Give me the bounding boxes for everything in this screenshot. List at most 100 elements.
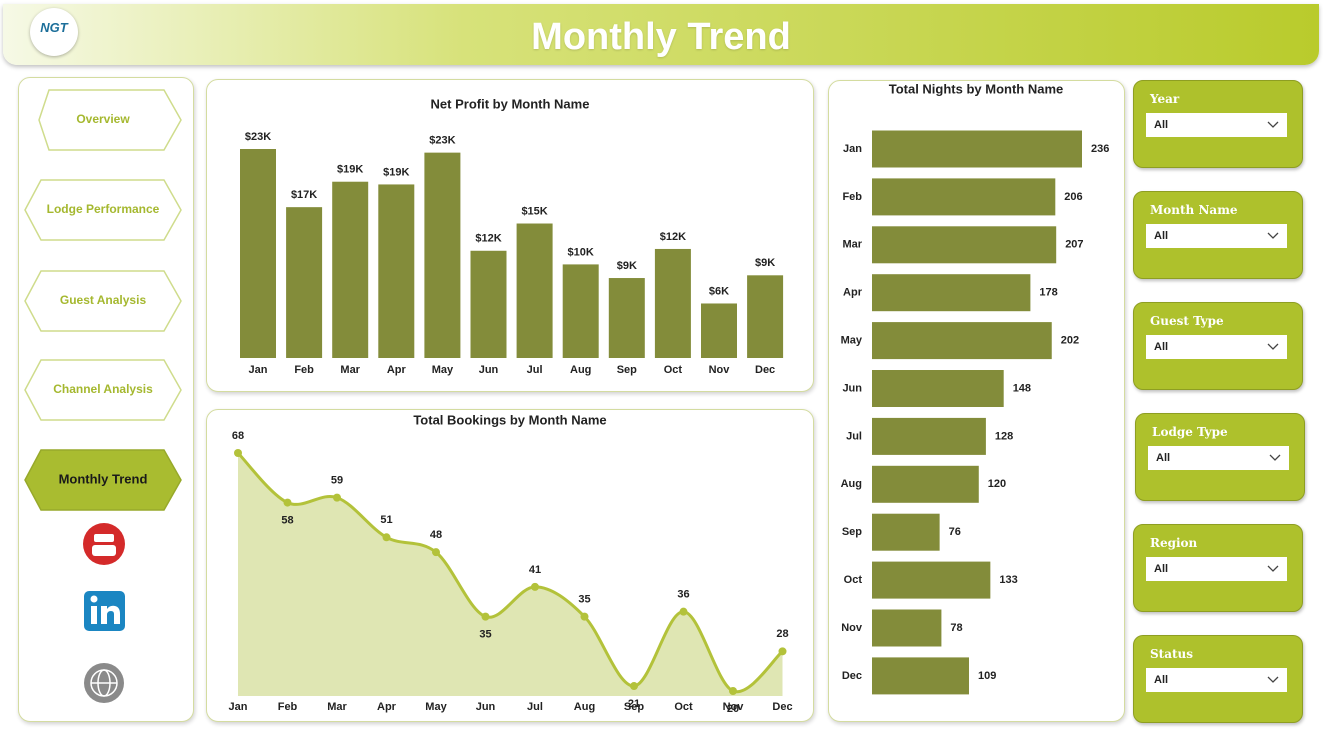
dropdown-value[interactable]: All xyxy=(1154,119,1169,131)
value-label: 28 xyxy=(776,628,788,640)
nav-item[interactable]: Guest Analysis xyxy=(24,270,182,332)
point xyxy=(481,612,490,621)
dropdown-value[interactable]: All xyxy=(1154,563,1169,575)
x-tick-label: Sep xyxy=(617,364,637,376)
nav-label[interactable]: Overview xyxy=(76,112,130,126)
chevron-line[interactable] xyxy=(1267,565,1279,572)
dropdown[interactable]: All xyxy=(1146,668,1287,692)
chevron-line[interactable] xyxy=(1267,676,1279,683)
value-label: $23K xyxy=(245,131,271,143)
chevron[interactable] xyxy=(1269,454,1281,462)
dropdown[interactable]: All xyxy=(1146,224,1287,248)
chart-title: Total Bookings by Month Name xyxy=(413,412,606,427)
bar xyxy=(872,130,1082,168)
filter[interactable]: Year All xyxy=(1133,80,1303,168)
dropdown-value[interactable]: All xyxy=(1154,230,1169,242)
value-label: $12K xyxy=(660,231,686,243)
nav: Overview Lodge Performance Guest Analysi… xyxy=(24,89,182,703)
chevron[interactable] xyxy=(1267,121,1279,129)
chart-panel: Total Nights by Month Name 236 Jan 206 Feb 2… xyxy=(828,80,1125,722)
icon-shape[interactable] xyxy=(92,545,116,556)
value-label: 78 xyxy=(950,622,962,634)
web-icon[interactable] xyxy=(84,663,124,703)
value-label: 128 xyxy=(995,430,1013,442)
dropdown-value[interactable]: All xyxy=(1156,452,1171,464)
dropdown[interactable]: All xyxy=(1148,446,1289,470)
point xyxy=(432,548,440,557)
value-label: 36 xyxy=(677,589,689,601)
icon-shape[interactable] xyxy=(94,534,114,542)
chart: Total Bookings by Month Name 68 Jan 58 Feb 5… xyxy=(229,412,793,714)
point xyxy=(531,582,539,591)
value-label: $17K xyxy=(291,189,317,201)
value-label: 148 xyxy=(1013,382,1031,394)
point xyxy=(333,493,341,502)
area xyxy=(238,453,783,696)
icon-bg[interactable] xyxy=(83,523,125,565)
chart-title: Net Profit by Month Name xyxy=(431,96,590,111)
bar xyxy=(286,207,323,358)
filter-label: Region xyxy=(1150,536,1198,550)
dropdown-value[interactable]: All xyxy=(1154,341,1169,353)
chevron-line[interactable] xyxy=(1267,232,1279,239)
nav-item-active[interactable]: Monthly Trend xyxy=(24,449,182,511)
linkedin-icon[interactable] xyxy=(84,591,125,631)
nav-shape[interactable] xyxy=(24,449,182,511)
nav-label[interactable]: Monthly Trend xyxy=(59,471,148,486)
x-tick-label: Oct xyxy=(664,364,683,376)
point xyxy=(283,498,292,507)
point xyxy=(580,612,589,621)
icon-shape[interactable] xyxy=(90,595,98,603)
dropdown[interactable]: All xyxy=(1146,335,1287,359)
bar xyxy=(470,250,507,358)
dropdown[interactable]: All xyxy=(1146,113,1287,137)
icon-shape[interactable] xyxy=(101,605,120,624)
value-label: 109 xyxy=(978,670,996,682)
value-label: $15K xyxy=(521,205,547,217)
nav-shape[interactable] xyxy=(24,359,182,421)
nav-shape[interactable] xyxy=(38,89,182,151)
icon-shape[interactable] xyxy=(91,606,97,624)
nav-label[interactable]: Channel Analysis xyxy=(53,382,153,396)
filter-label: Year xyxy=(1150,92,1180,106)
chevron-line[interactable] xyxy=(1269,454,1281,461)
chevron-line[interactable] xyxy=(1267,121,1279,128)
filter[interactable]: Lodge Type All xyxy=(1135,413,1305,501)
nav-item[interactable]: Channel Analysis xyxy=(24,359,182,421)
chevron-line[interactable] xyxy=(1267,343,1279,350)
y-tick-label: Aug xyxy=(841,478,862,490)
filter[interactable]: Guest Type All xyxy=(1133,302,1303,390)
point xyxy=(630,682,638,691)
filter[interactable]: Region All xyxy=(1133,524,1303,612)
value-label: 68 xyxy=(232,430,244,442)
value-label: 21 xyxy=(628,698,640,710)
x-tick-label: Jul xyxy=(527,701,543,713)
nav-shape[interactable] xyxy=(24,270,182,332)
nav-label[interactable]: Guest Analysis xyxy=(60,293,147,307)
chevron[interactable] xyxy=(1267,676,1279,684)
chevron[interactable] xyxy=(1267,565,1279,573)
filter[interactable]: Status All xyxy=(1133,635,1303,723)
youtube-icon[interactable] xyxy=(83,523,125,565)
bar xyxy=(424,152,461,358)
value-label: $12K xyxy=(475,233,501,245)
value-label: 202 xyxy=(1061,335,1079,347)
dropdown[interactable]: All xyxy=(1146,557,1287,581)
x-tick-label: Oct xyxy=(674,701,693,713)
chevron[interactable] xyxy=(1267,232,1279,240)
nav-label[interactable]: Lodge Performance xyxy=(47,202,160,216)
x-tick-label: Jun xyxy=(479,364,499,376)
chevron[interactable] xyxy=(1267,343,1279,351)
filter[interactable]: Month Name All xyxy=(1133,191,1303,279)
filter-label: Guest Type xyxy=(1150,314,1224,328)
dropdown-value[interactable]: All xyxy=(1154,674,1169,686)
nav-item[interactable]: Overview xyxy=(38,89,182,151)
y-tick-label: Feb xyxy=(842,191,862,203)
header: Monthly Trend xyxy=(3,4,1319,65)
value-label: 59 xyxy=(331,475,343,487)
logo: NGT xyxy=(30,8,78,56)
bar xyxy=(654,248,691,358)
nav-item[interactable]: Lodge Performance xyxy=(24,179,182,241)
nav-shape[interactable] xyxy=(24,179,182,241)
